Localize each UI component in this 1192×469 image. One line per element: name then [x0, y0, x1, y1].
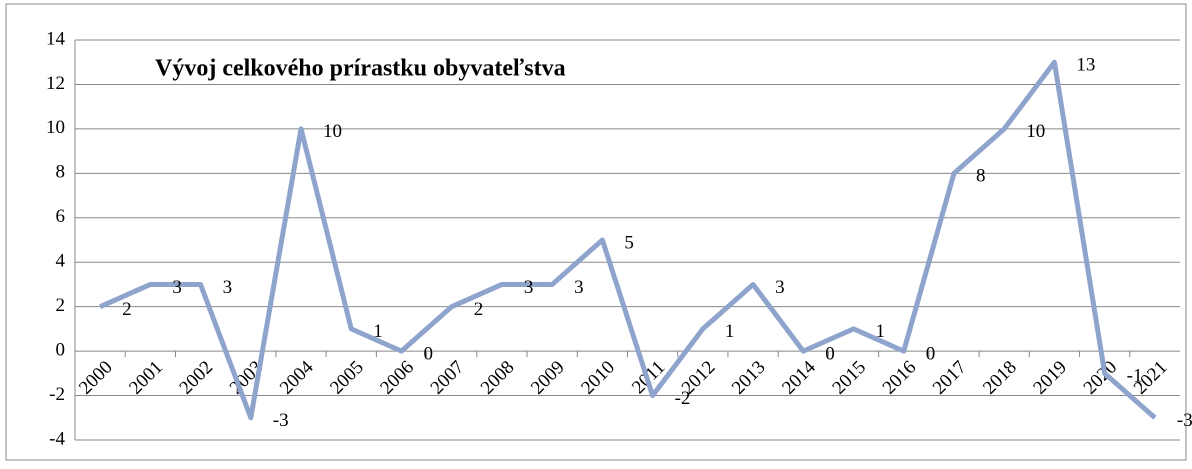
data-label: 1: [373, 321, 383, 342]
data-label: 0: [423, 343, 433, 364]
line: [99, 59, 1157, 421]
data-label: -2: [675, 388, 691, 409]
data-label: 3: [775, 277, 785, 298]
data-label: 3: [524, 277, 534, 298]
y-tick-label: 6: [56, 206, 66, 227]
chart-border: [5, 3, 1187, 461]
data-label: 3: [172, 277, 182, 298]
y-tick-label: -4: [49, 428, 65, 449]
data-label: 2: [474, 299, 484, 320]
data-label: 3: [574, 277, 584, 298]
data-label: -3: [1177, 410, 1192, 431]
data-label: 0: [926, 343, 936, 364]
data-label: 5: [624, 232, 634, 253]
y-tick-label: 14: [46, 28, 66, 49]
data-label: 10: [1026, 121, 1045, 142]
data-label: 3: [223, 277, 233, 298]
data-label: 8: [976, 166, 986, 187]
data-label: 1: [876, 321, 886, 342]
data-label: 13: [1076, 55, 1095, 76]
data-label: -3: [273, 410, 289, 431]
y-tick-label: 2: [56, 295, 66, 316]
chart-title: Vývoj celkového prírastku obyvateľstva: [155, 56, 566, 82]
y-tick-label: 4: [56, 251, 66, 272]
data-label: 1: [725, 321, 735, 342]
data-label: 0: [825, 343, 835, 364]
data-label: 2: [122, 299, 132, 320]
y-tick-label: -2: [49, 384, 65, 405]
data-label: -1: [1127, 366, 1143, 387]
y-tick-label: 10: [46, 117, 65, 138]
data-label: 10: [323, 121, 342, 142]
y-tick-label: 0: [56, 339, 66, 360]
y-tick-label: 12: [46, 73, 65, 94]
y-tick-label: 8: [56, 162, 66, 183]
